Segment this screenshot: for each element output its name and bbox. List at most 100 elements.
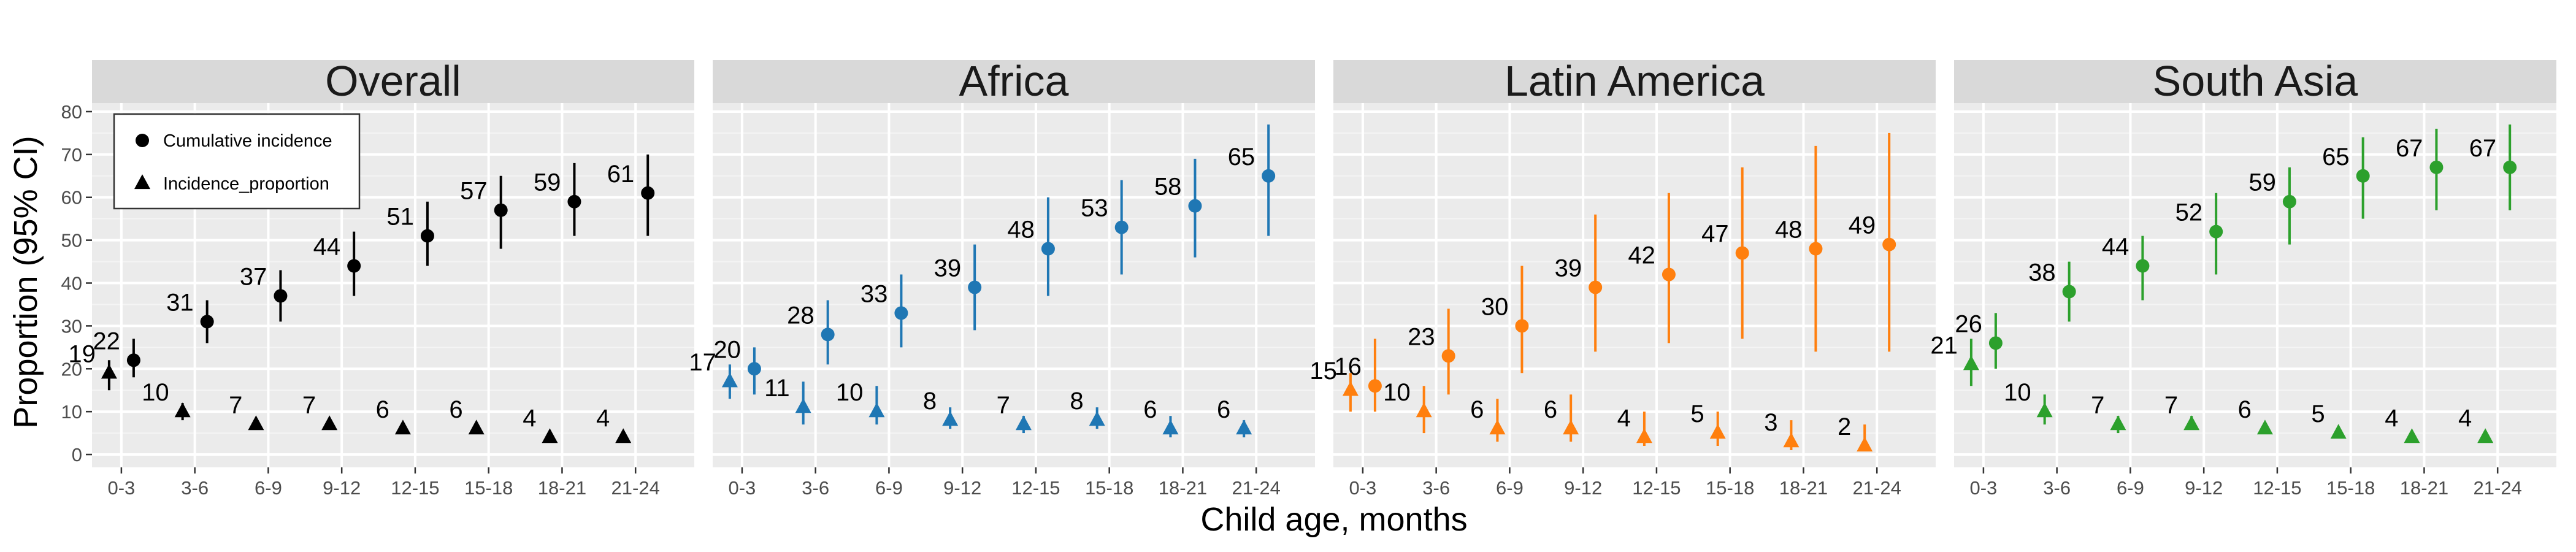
x-tick-label: 6-9 — [1496, 477, 1524, 499]
data-label: 6 — [1544, 396, 1557, 423]
x-tick-label: 9-12 — [2185, 477, 2223, 499]
data-point-triangle — [1162, 420, 1179, 435]
panels: Overall 0-3 3-6 6-9 9-12 12-15 15-18 18-21 21-24… — [61, 57, 2556, 499]
legend-key-circle — [136, 134, 149, 147]
data-label: 51 — [386, 204, 414, 231]
data-point-circle — [2429, 160, 2444, 174]
data-label: 42 — [1628, 242, 1655, 269]
data-label: 5 — [2311, 401, 2325, 427]
panel-strip — [1333, 60, 1936, 103]
data-point-triangle — [868, 402, 885, 418]
data-point-circle — [126, 353, 140, 367]
data-label: 6 — [449, 396, 462, 423]
x-tick-label: 3-6 — [181, 477, 209, 499]
data-point-circle — [1735, 246, 1749, 260]
x-tick-label: 18-21 — [1159, 477, 1207, 499]
data-label: 6 — [1470, 396, 1484, 423]
y-tick-label: 60 — [61, 187, 82, 209]
data-label: 48 — [1007, 217, 1035, 243]
panel-title: Africa — [959, 57, 1069, 105]
panel-south-asia: South Asia 0-3 3-6 6-9 9-12 12-15 15-18 18-21 21… — [1930, 57, 2556, 499]
data-label: 65 — [1228, 144, 1255, 171]
data-point-triangle — [468, 420, 485, 435]
data-label: 39 — [934, 255, 962, 282]
data-label: 31 — [166, 289, 194, 316]
y-tick-label: 30 — [61, 315, 82, 337]
data-label: 4 — [596, 405, 610, 432]
legend-label: Cumulative incidence — [163, 131, 332, 151]
data-point-triangle — [1563, 420, 1579, 435]
panel-background — [1333, 103, 1936, 467]
x-tick-label: 21-24 — [1232, 477, 1281, 499]
x-tick-label: 15-18 — [464, 477, 513, 499]
data-label: 28 — [787, 302, 815, 329]
data-label: 10 — [2004, 379, 2031, 406]
data-point-circle — [968, 280, 982, 294]
data-point-triangle — [795, 398, 811, 413]
panel-africa: Africa 0-3 3-6 6-9 9-12 12-15 15-18 18-21 21-24 2… — [689, 57, 1315, 499]
data-label: 44 — [2102, 234, 2129, 261]
data-point-triangle — [248, 415, 264, 431]
data-label: 20 — [713, 336, 741, 363]
data-point-circle — [2209, 224, 2223, 239]
x-tick-label: 3-6 — [802, 477, 829, 499]
data-label: 3 — [1764, 409, 1777, 436]
data-label: 59 — [534, 169, 561, 196]
data-point-circle — [1515, 319, 1529, 333]
x-axis-title: Child age, months — [1200, 501, 1467, 538]
y-tick-label: 70 — [61, 144, 82, 166]
data-label: 65 — [2322, 144, 2350, 171]
series-incidence-proportion: 17 11 10 8 7 8 6 6 — [689, 349, 1252, 438]
data-point-circle — [494, 203, 508, 217]
data-label: 26 — [1955, 310, 1982, 337]
data-point-triangle — [1015, 415, 1032, 431]
data-label: 16 — [1334, 353, 1362, 380]
data-label: 6 — [1217, 396, 1230, 423]
x-tick-label: 15-18 — [2326, 477, 2375, 499]
panel-latin-america: Latin America 0-3 3-6 6-9 9-12 12-15 15-18 18-2… — [1309, 57, 1936, 499]
y-tick-label: 20 — [61, 358, 82, 380]
data-point-triangle — [1489, 420, 1506, 435]
data-point-triangle — [101, 364, 117, 379]
series-cumulative-incidence: 22 31 37 44 51 57 59 61 — [93, 154, 655, 378]
x-tick-label: 6-9 — [2117, 477, 2144, 499]
series-cumulative-incidence: 16 23 30 39 42 47 48 49 — [1334, 132, 1896, 412]
data-label: 52 — [2175, 199, 2203, 226]
x-tick-label: 0-3 — [107, 477, 135, 499]
series-incidence-proportion: 21 10 7 7 6 5 4 4 — [1930, 332, 2494, 443]
panel-title: Overall — [325, 57, 461, 105]
data-point-circle — [2282, 194, 2296, 209]
y-tick-label: 80 — [61, 101, 82, 123]
x-tick-label: 12-15 — [1632, 477, 1681, 499]
data-label: 4 — [2458, 405, 2472, 432]
data-point-circle — [1809, 242, 1823, 256]
data-point-triangle — [321, 415, 338, 431]
series-incidence-proportion: 15 10 6 6 4 5 3 2 — [1309, 358, 1873, 452]
data-label: 11 — [764, 375, 790, 402]
data-point-triangle — [1783, 432, 1800, 448]
data-point-triangle — [2330, 424, 2347, 439]
data-point-circle — [200, 315, 214, 329]
data-label: 58 — [1154, 174, 1182, 201]
x-tick-label: 12-15 — [2253, 477, 2301, 499]
x-tick-label: 12-15 — [1011, 477, 1060, 499]
data-label: 67 — [2469, 135, 2497, 162]
data-label: 4 — [2385, 405, 2398, 432]
data-label: 6 — [1143, 396, 1157, 423]
data-point-circle — [1041, 242, 1055, 256]
data-point-triangle — [394, 420, 411, 435]
data-label: 49 — [1849, 212, 1876, 239]
x-tick-label: 18-21 — [1779, 477, 1828, 499]
data-label: 48 — [1775, 217, 1803, 243]
data-point-triangle — [542, 428, 558, 443]
data-point-triangle — [2477, 428, 2494, 443]
data-point-circle — [894, 306, 908, 320]
data-point-triangle — [1857, 437, 1873, 452]
data-point-circle — [1368, 379, 1382, 393]
data-point-circle — [747, 362, 761, 376]
x-tick-label: 0-3 — [1969, 477, 1997, 499]
data-point-triangle — [1416, 402, 1432, 418]
data-label: 39 — [1555, 255, 1582, 282]
x-tick-label: 0-3 — [728, 477, 756, 499]
data-label: 5 — [1690, 401, 1704, 427]
